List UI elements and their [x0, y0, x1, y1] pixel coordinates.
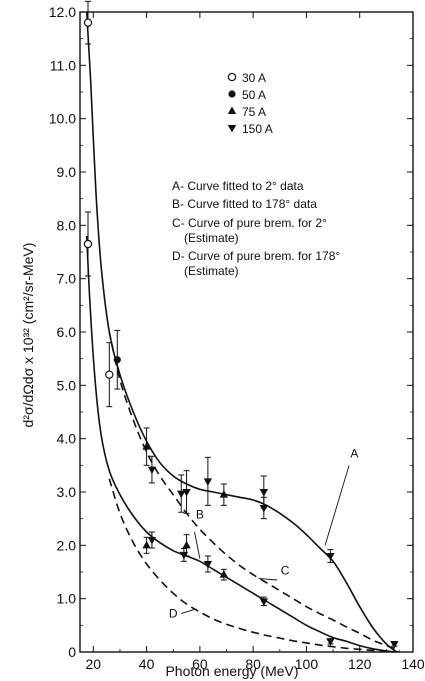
legend-label: 75 A	[242, 105, 266, 119]
data-point-150-a	[147, 537, 157, 545]
curve-leader-line	[181, 608, 195, 615]
data-point-75-a	[142, 540, 151, 549]
data-point-150-a	[259, 489, 269, 497]
y-tick-label: 3.0	[57, 484, 77, 500]
data-point-150-a	[203, 561, 213, 569]
legend-note: C- Curve of pure brem. for 2°	[172, 216, 327, 230]
y-tick-label: 6.0	[57, 324, 77, 340]
y-tick-label: 5.0	[57, 377, 77, 393]
data-point-150-a	[182, 489, 191, 497]
x-axis-title: Photon energy (MeV)	[165, 663, 298, 679]
x-tick-label: 140	[401, 656, 425, 672]
y-tick-label: 9.0	[57, 164, 77, 180]
legend-marker-50-a	[228, 90, 236, 98]
legend-marker-75-a	[227, 106, 237, 114]
data-point-50-a	[113, 356, 121, 364]
legend-note: B- Curve fitted to 178° data	[172, 197, 317, 211]
legend-label: 30 A	[242, 71, 266, 85]
y-tick-label: 8.0	[57, 217, 77, 233]
x-tick-label: 60	[192, 656, 208, 672]
data-points	[83, 0, 399, 649]
curve-leader-line	[258, 577, 278, 581]
data-point-75-a	[219, 490, 229, 498]
legend-note: D- Curve of pure brem. for 178°	[172, 249, 340, 263]
data-point-150-a	[259, 598, 269, 606]
x-tick-label: 80	[245, 656, 261, 672]
data-point-150-a	[179, 551, 189, 560]
data-point-150-a	[326, 638, 335, 646]
curve-leader-line	[194, 531, 201, 559]
curve-label-c: C	[281, 564, 290, 578]
y-tick-label: 7.0	[57, 271, 77, 287]
data-point-75-a	[142, 442, 151, 450]
legend-marker-150-a	[227, 125, 237, 133]
y-tick-label: 11.0	[50, 57, 76, 73]
data-point-150-a	[177, 490, 186, 499]
y-tick-label: 12.0	[49, 4, 76, 20]
curve-label-d: D	[169, 606, 178, 620]
legend-label: 50 A	[242, 88, 266, 102]
data-point-150-a	[326, 553, 335, 561]
x-tick-label: 40	[139, 656, 155, 672]
data-point-150-a	[203, 478, 213, 486]
y-tick-label: 1.0	[57, 591, 77, 607]
curve-leader-line	[324, 465, 350, 546]
tick-marks: 20 40 60 80 100 120 140 0 1.0 2.0 3.0 4.0 5.0 6.0 7.0 8…	[49, 4, 425, 672]
data-point-30-a	[83, 18, 93, 27]
data-point-150-a	[390, 641, 399, 649]
legend-marker-30-a	[227, 72, 237, 82]
legend-note: (Estimate)	[184, 231, 239, 245]
y-tick-label: 0	[68, 644, 76, 660]
curve-label-b: B	[196, 508, 204, 522]
curve-b	[85, 235, 395, 653]
x-tick-label: 120	[348, 656, 372, 672]
y-tick-label: 10.0	[49, 111, 76, 127]
y-tick-label: 4.0	[57, 431, 77, 447]
legend-label: 150 A	[242, 122, 273, 136]
curve-c	[108, 331, 400, 652]
y-axis-title: d²σ/dΩdσ x 10³² (cm²/sr-MeV)	[20, 243, 36, 428]
data-point-30-a	[105, 370, 114, 379]
data-point-75-a	[182, 540, 191, 549]
legend-note: A- Curve fitted to 2° data	[172, 179, 304, 193]
legend: 30 A 50 A 75 A 150 A A- Curve fitted to 2° d…	[172, 71, 340, 278]
x-tick-label: 20	[86, 656, 102, 672]
curve-label-a: A	[350, 446, 358, 460]
legend-note: (Estimate)	[184, 264, 239, 278]
y-tick-label: 2.0	[57, 537, 77, 553]
data-point-150-a	[259, 505, 269, 513]
data-point-150-a	[147, 466, 157, 475]
x-tick-label: 100	[295, 656, 319, 672]
curve-d	[108, 478, 400, 653]
data-point-30-a	[83, 239, 93, 249]
data-point-75-a	[219, 570, 229, 578]
